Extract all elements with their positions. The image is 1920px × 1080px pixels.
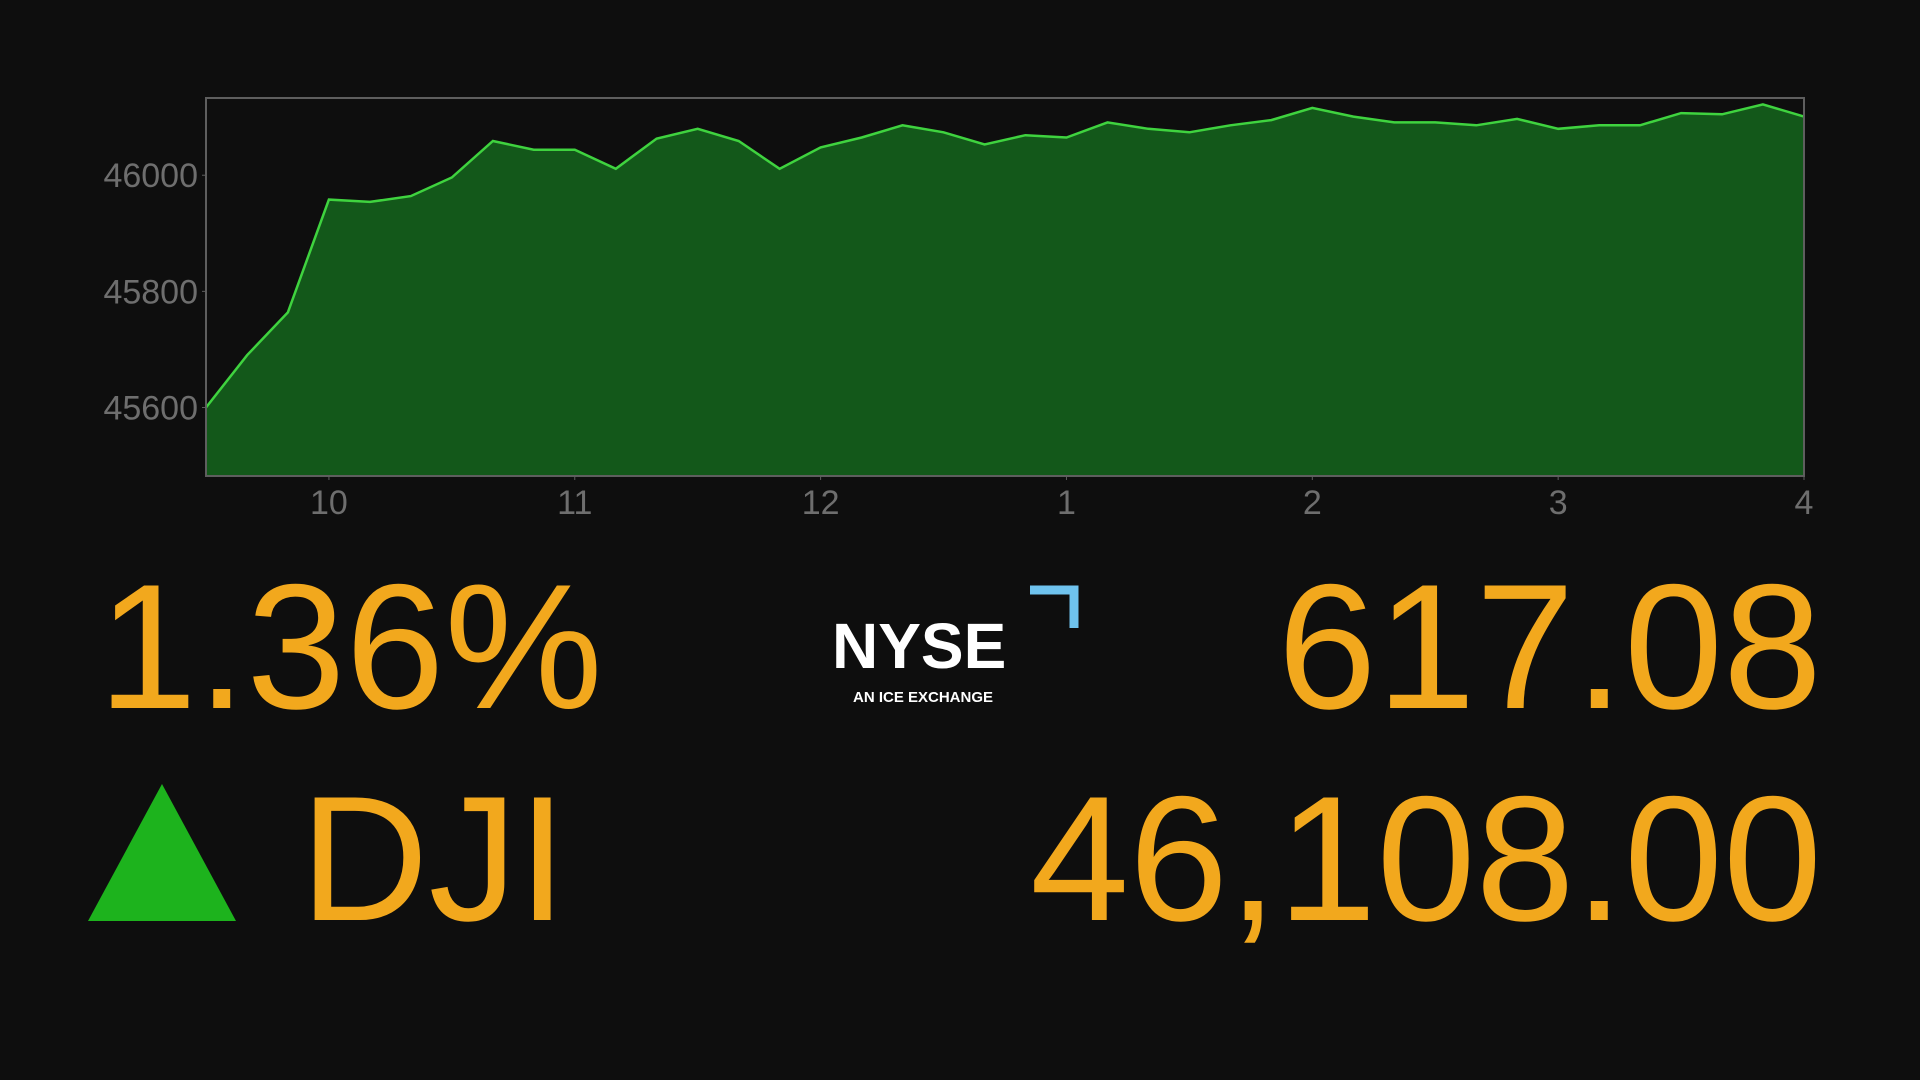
logo-corner [1030, 585, 1079, 628]
up-arrow [88, 784, 236, 921]
x-tick-label: 3 [1549, 484, 1568, 522]
x-tick-label: 4 [1795, 484, 1814, 522]
y-tick-label: 46000 [103, 157, 198, 195]
percent-change: 1.36% [98, 547, 603, 746]
logo-name: NYSE [832, 610, 1006, 682]
y-tick-label: 45600 [103, 389, 198, 427]
logo-tagline: AN ICE EXCHANGE [853, 689, 993, 706]
x-tick-label: 11 [557, 484, 592, 522]
x-tick-label: 2 [1303, 484, 1322, 522]
x-tick-label: 1 [1057, 484, 1076, 522]
price-line [205, 103, 1805, 409]
x-tick-label: 10 [310, 484, 348, 522]
price: 46,108.00 [1030, 759, 1822, 958]
x-tick-label: 12 [802, 484, 840, 522]
nyse-logo: NYSE AN ICE EXCHANGE [832, 585, 1079, 706]
point-change: 617.08 [1278, 547, 1822, 746]
plot-border [205, 97, 1805, 477]
y-tick-label: 45800 [103, 273, 198, 311]
symbol: DJI [300, 759, 567, 958]
area-fill [206, 104, 1804, 477]
